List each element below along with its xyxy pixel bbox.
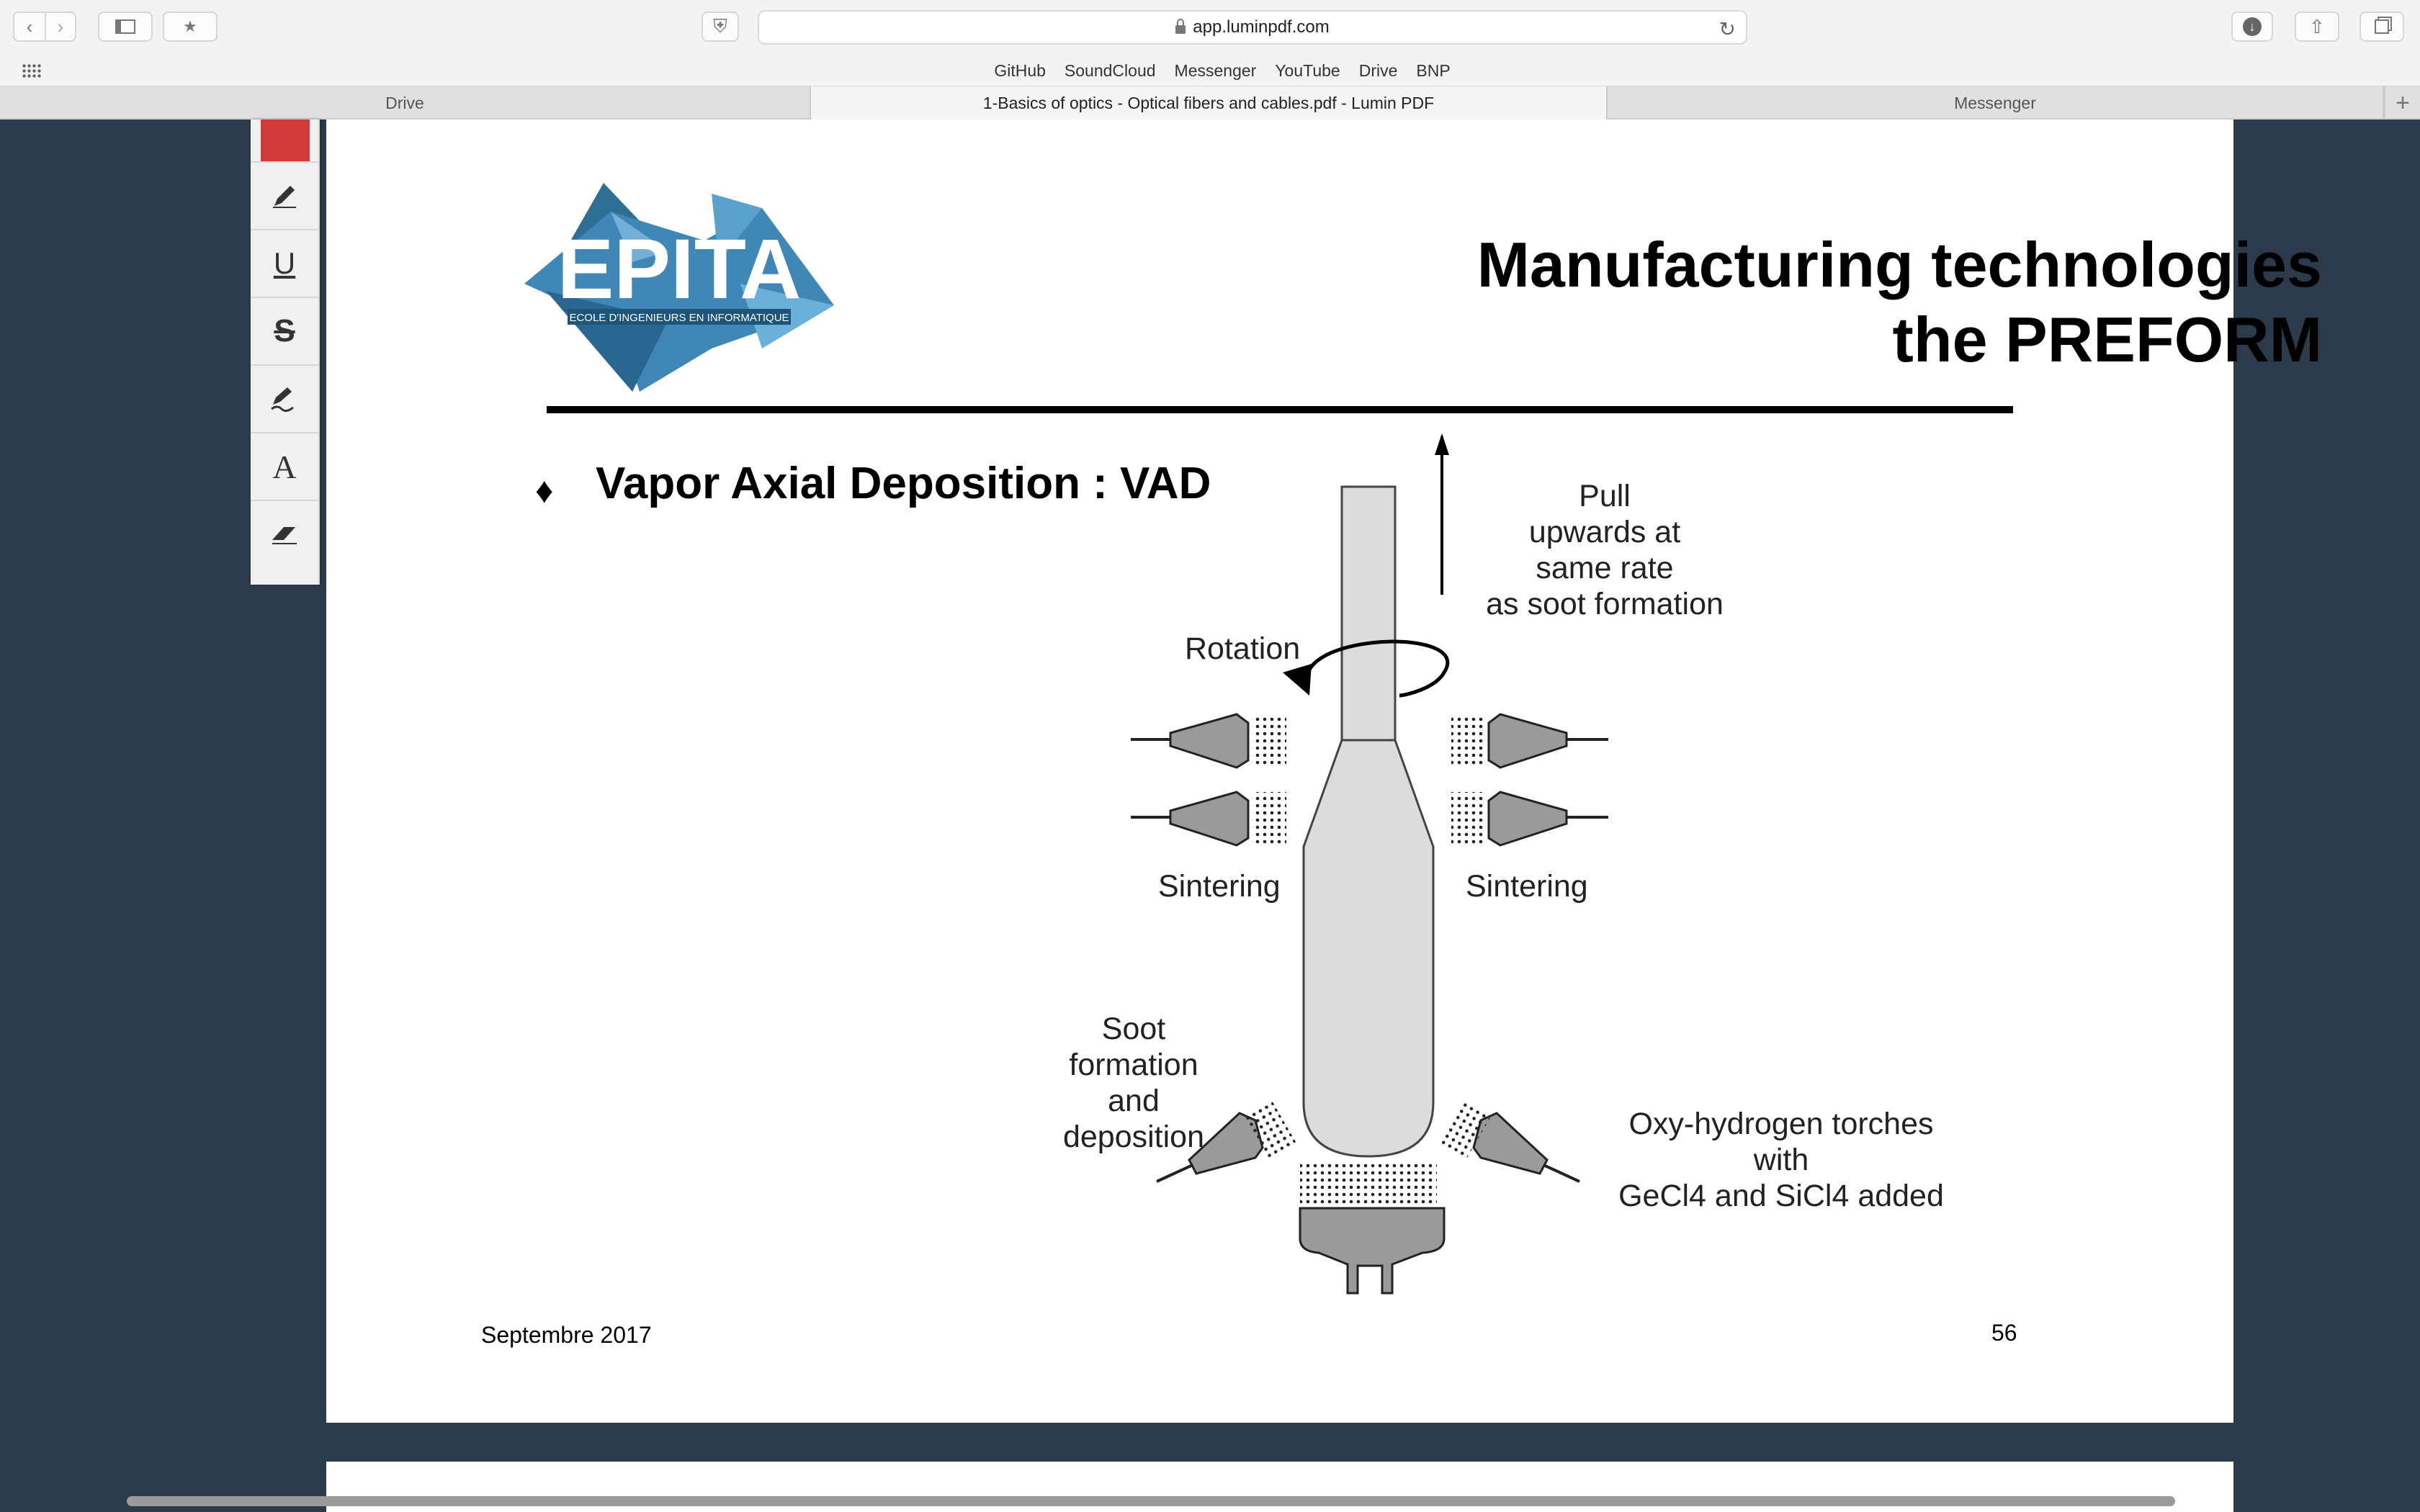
- deposition-torch-right: [1438, 1101, 1580, 1183]
- tab-label: Messenger: [1954, 93, 2036, 112]
- favorite-github[interactable]: GitHub: [994, 61, 1046, 80]
- sintering-right-label: Sintering: [1466, 869, 1588, 904]
- tab-bar: Drive 1-Basics of optics - Optical fiber…: [0, 86, 2420, 120]
- torch-label-line: Oxy-hydrogen torches: [1628, 1107, 1934, 1141]
- eraser-tool-button[interactable]: [251, 500, 318, 567]
- eraser-icon: [272, 527, 297, 544]
- forward-button[interactable]: ›: [45, 12, 76, 42]
- logo-text: EPITA: [557, 222, 802, 317]
- favorites-bar: GitHub SoundCloud Messenger YouTube Driv…: [0, 55, 2420, 86]
- slide-title-line-2: the PREFORM: [1892, 304, 2322, 375]
- signature-tool-button[interactable]: [251, 364, 318, 432]
- sintering-torch-right-lower: [1451, 791, 1608, 847]
- torch-label-line: GeCl4 and SiCl4 added: [1618, 1179, 1944, 1213]
- slide-page-number: 56: [1991, 1320, 2017, 1346]
- sidebar-icon: [115, 19, 135, 34]
- soot-label-line: and: [1108, 1084, 1160, 1118]
- underline-icon: U: [273, 246, 296, 280]
- lock-icon: [1175, 19, 1186, 34]
- diamond-bullet-icon: ♦: [535, 470, 554, 510]
- pdf-viewer: EPITA ECOLE D'INGENIEURS EN INFORMATIQUE…: [0, 120, 2420, 1512]
- signature-icon: [271, 387, 294, 413]
- slide-title: Manufacturing technologies the PREFORM: [1335, 228, 2322, 377]
- text-tool-button[interactable]: A: [251, 432, 318, 500]
- title-divider: [547, 406, 2013, 413]
- browser-toolbar: ‹ › ★ ⛨ app.luminpdf.com ↻ ↓ ⇧: [0, 0, 2420, 55]
- tab-lumin-pdf[interactable]: 1-Basics of optics - Optical fibers and …: [811, 86, 1608, 120]
- new-tab-button[interactable]: +: [2384, 86, 2420, 120]
- pen-icon: [273, 186, 296, 208]
- shield-icon: ⛨: [713, 15, 727, 37]
- share-icon: ⇧: [2309, 15, 2325, 37]
- sintering-torch-right-upper: [1451, 713, 1608, 769]
- reload-icon[interactable]: ↻: [1718, 18, 1736, 40]
- vad-diagram: [1131, 433, 1608, 1295]
- pull-label-line: as soot formation: [1486, 587, 1724, 621]
- horizontal-scrollbar[interactable]: [127, 1496, 2175, 1506]
- text-icon: A: [272, 448, 297, 485]
- privacy-report-button[interactable]: ⛨: [702, 12, 739, 42]
- underline-tool-button[interactable]: U: [251, 229, 318, 297]
- pull-label-line: Pull: [1579, 479, 1631, 513]
- slide-title-line-1: Manufacturing technologies: [1476, 229, 2322, 300]
- soot-label-line: deposition: [1062, 1120, 1205, 1154]
- deposition-torch-left: [1156, 1101, 1298, 1183]
- logo-subtext: ECOLE D'INGENIEURS EN INFORMATIQUE: [569, 312, 789, 324]
- deposition-torch-bottom: [1299, 1162, 1446, 1295]
- soot-label-line: Soot: [1101, 1012, 1166, 1046]
- address-bar[interactable]: app.luminpdf.com ↻: [758, 10, 1747, 45]
- sintering-torch-left-upper: [1131, 713, 1286, 769]
- strikethrough-icon: S: [274, 313, 295, 348]
- favorite-drive[interactable]: Drive: [1358, 61, 1398, 80]
- sintering-torch-left-lower: [1131, 791, 1286, 847]
- back-button[interactable]: ‹: [13, 12, 45, 42]
- torch-label-line: with: [1753, 1143, 1809, 1177]
- tabs-overview-button[interactable]: [2360, 12, 2404, 42]
- plus-icon: +: [2396, 89, 2410, 117]
- sintering-left-label: Sintering: [1158, 869, 1281, 904]
- rotation-label: Rotation: [1185, 631, 1301, 666]
- torch-label: Oxy-hydrogen torches with GeCl4 and SiCl…: [1615, 1106, 1947, 1214]
- epita-logo: EPITA ECOLE D'INGENIEURS EN INFORMATIQUE: [524, 183, 834, 392]
- soot-label: Soot formation and deposition: [1058, 1011, 1209, 1155]
- pdf-page: EPITA ECOLE D'INGENIEURS EN INFORMATIQUE…: [326, 120, 2322, 1423]
- top-sites-button[interactable]: ★: [163, 12, 218, 42]
- soot-label-line: formation: [1069, 1048, 1198, 1082]
- sidebar-toggle-button[interactable]: [98, 12, 153, 42]
- annotation-toolbar: U S A: [251, 120, 320, 585]
- favorite-soundcloud[interactable]: SoundCloud: [1064, 61, 1156, 80]
- strikethrough-tool-button[interactable]: S: [251, 297, 318, 364]
- chevron-right-icon: ›: [57, 15, 64, 37]
- share-button[interactable]: ⇧: [2295, 12, 2339, 42]
- pull-label-line: upwards at: [1528, 515, 1681, 549]
- slide-footer-date: Septembre 2017: [481, 1322, 652, 1348]
- tab-drive[interactable]: Drive: [0, 86, 811, 120]
- pull-arrow: [1435, 433, 1449, 595]
- apps-grid-icon[interactable]: [22, 63, 42, 78]
- favorite-messenger[interactable]: Messenger: [1174, 61, 1257, 80]
- chevron-left-icon: ‹: [26, 15, 33, 37]
- tab-label: Drive: [385, 93, 424, 112]
- tab-messenger[interactable]: Messenger: [1608, 86, 2384, 120]
- favorite-youtube[interactable]: YouTube: [1275, 61, 1340, 80]
- downloads-button[interactable]: ↓: [2231, 12, 2273, 42]
- preform: [1302, 485, 1435, 1158]
- tab-label: 1-Basics of optics - Optical fibers and …: [982, 93, 1435, 112]
- url-text: app.luminpdf.com: [1193, 17, 1330, 37]
- color-swatch[interactable]: [261, 120, 310, 161]
- pull-label-line: same rate: [1536, 551, 1674, 585]
- favorite-bnp[interactable]: BNP: [1416, 61, 1451, 80]
- pen-tool-button[interactable]: [251, 161, 318, 229]
- tabs-icon: [2375, 19, 2389, 34]
- download-icon: ↓: [2243, 17, 2262, 36]
- rotation-arrow: [1283, 639, 1450, 698]
- favorites-list: GitHub SoundCloud Messenger YouTube Driv…: [0, 59, 2420, 82]
- star-icon: ★: [183, 17, 197, 35]
- pull-label: Pull upwards at same rate as soot format…: [1482, 478, 1727, 622]
- bullet-text: Vapor Axial Deposition : VAD: [596, 459, 1211, 508]
